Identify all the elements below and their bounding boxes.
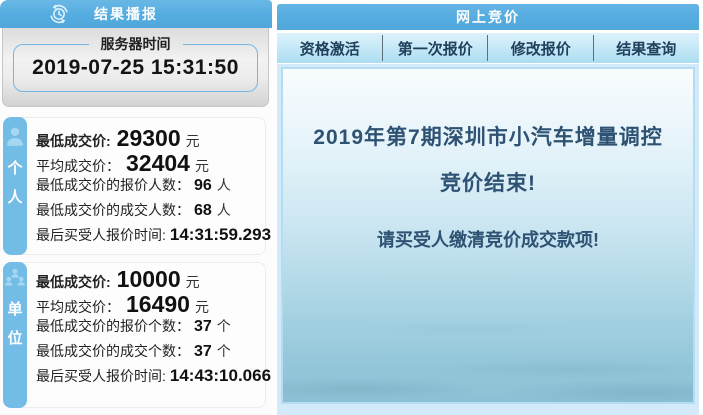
clock-refresh-icon — [48, 3, 70, 25]
tab-result-query[interactable]: 结果查询 — [616, 40, 677, 58]
stat-unit: 人 — [216, 177, 231, 193]
person-icon — [5, 125, 25, 147]
stat-label: 最低成交价的报价人数： — [36, 177, 190, 193]
tab-modify-quote[interactable]: 修改报价 — [488, 33, 594, 63]
stat-value: 96 — [194, 177, 212, 194]
stat-value: 14:31:59.293 — [169, 225, 272, 244]
stat-unit: 个 — [216, 318, 231, 334]
results-broadcast-title: 结果播报 — [94, 6, 158, 22]
stat-label: 最后买受人报价时间: — [36, 227, 166, 243]
stat-value: 32404 — [126, 150, 190, 176]
stat-row-last-bid-time: 最后买受人报价时间: 14:43:10.066 — [36, 366, 271, 391]
stat-value: 68 — [194, 202, 212, 219]
tab-individual-char: 人 — [7, 189, 23, 206]
online-bidding-header: 网上竞价 — [277, 4, 699, 30]
stat-row-lowest-price: 最低成交价: 10000 元 — [36, 266, 265, 292]
announcement-area: 2019年第7期深圳市小汽车增量调控 竞价结束! 请买受人缴清竞价成交款项! — [281, 67, 695, 404]
stat-label: 最低成交价的成交人数： — [36, 202, 190, 218]
stat-label: 最低成交价: — [36, 274, 111, 290]
stat-unit: 元 — [194, 158, 209, 174]
announcement-note: 请买受人缴清竞价成交款项! — [377, 230, 599, 250]
stat-unit: 人 — [216, 202, 231, 218]
results-broadcast-header: 结果播报 — [0, 0, 272, 28]
stat-row-average-price: 平均成交价： 16490 元 — [36, 291, 265, 317]
stat-unit: 元 — [194, 299, 209, 315]
stat-row-lowest-price: 最低成交价: 29300 元 — [36, 125, 265, 151]
announcement-status: 竞价结束! — [440, 172, 536, 195]
announcement-title: 2019年第7期深圳市小汽车增量调控 — [313, 126, 663, 149]
stat-value: 14:43:10.066 — [169, 366, 272, 385]
server-time-value: 2019-07-25 15:31:50 — [32, 56, 239, 79]
stat-value: 29300 — [116, 125, 181, 151]
unit-stats-box: 最低成交价: 10000 元 平均成交价： 16490 元 最低成交价的报价个数… — [14, 262, 271, 408]
tab-unit-char: 位 — [7, 330, 23, 347]
sidebar-tab-individual[interactable]: 个 人 — [3, 117, 27, 255]
individual-stats-box: 最低成交价: 29300 元 平均成交价： 32404 元 最低成交价的报价人数… — [14, 117, 271, 255]
stat-label: 平均成交价： — [36, 299, 120, 315]
stat-row-bidders-at-lowest: 最低成交价的报价个数： 37 个 — [36, 316, 265, 341]
tab-qualification-activation[interactable]: 资格激活 — [277, 33, 383, 63]
bidding-tabbar: 资格激活 第一次报价 修改报价 结果查询 — [277, 33, 699, 63]
organization-icon — [4, 268, 26, 288]
stat-row-average-price: 平均成交价： 32404 元 — [36, 150, 265, 176]
results-broadcast-panel: 结果播报 服务器时间 2019-07-25 15:31:50 个 人 最低成交价… — [0, 0, 272, 415]
stat-unit: 元 — [185, 274, 200, 290]
stat-row-bidders-at-lowest: 最低成交价的报价人数： 96 人 — [36, 175, 265, 200]
stat-value: 16490 — [126, 291, 190, 317]
stat-value: 37 — [194, 343, 212, 360]
online-bidding-title: 网上竞价 — [456, 9, 520, 25]
content-wrapper: 2019年第7期深圳市小汽车增量调控 竞价结束! 请买受人缴清竞价成交款项! — [277, 64, 699, 415]
stat-label: 最低成交价的成交个数： — [36, 343, 190, 359]
stat-row-winners-at-lowest: 最低成交价的成交个数： 37 个 — [36, 341, 265, 366]
stat-row-last-bid-time: 最后买受人报价时间: 14:31:59.293 — [36, 225, 271, 250]
server-time-box: 服务器时间 2019-07-25 15:31:50 — [13, 34, 258, 92]
stat-value: 10000 — [116, 266, 181, 292]
sidebar-tab-unit[interactable]: 单 位 — [3, 262, 27, 408]
stat-unit: 元 — [185, 133, 200, 149]
tab-first-quote[interactable]: 第一次报价 — [383, 33, 489, 63]
stat-label: 最低成交价: — [36, 133, 111, 149]
online-bidding-panel: 网上竞价 资格激活 第一次报价 修改报价 结果查询 2019年第7期深圳市小汽车… — [275, 0, 703, 415]
stat-label: 最后买受人报价时间: — [36, 368, 166, 384]
stat-label: 平均成交价： — [36, 158, 120, 174]
stat-label: 最低成交价的报价个数： — [36, 318, 190, 334]
server-time-label: 服务器时间 — [100, 36, 171, 52]
tab-individual-char: 个 — [7, 160, 23, 177]
stat-unit: 个 — [216, 343, 231, 359]
server-time-panel: 服务器时间 2019-07-25 15:31:50 — [2, 28, 269, 107]
stat-row-winners-at-lowest: 最低成交价的成交人数： 68 人 — [36, 200, 265, 225]
tab-unit-char: 单 — [7, 301, 23, 318]
stat-value: 37 — [194, 318, 212, 335]
